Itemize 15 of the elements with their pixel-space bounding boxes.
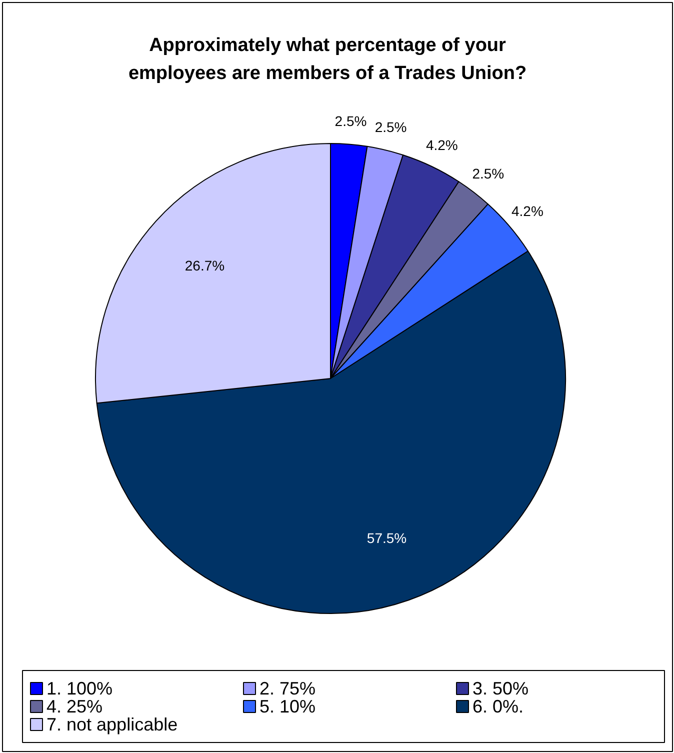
data-label: 2.5%: [472, 166, 504, 182]
legend-label: 1. 100%: [46, 678, 113, 698]
legend-label: 6. 0%.: [472, 696, 524, 716]
data-label: 2.5%: [334, 112, 367, 129]
legend-label: 3. 50%: [472, 678, 529, 698]
legend-label: 7. not applicable: [46, 714, 178, 734]
data-label: 4.2%: [426, 137, 458, 154]
data-label: 2.5%: [374, 119, 407, 136]
data-label: 4.2%: [511, 203, 544, 220]
legend-label: 5. 10%: [260, 696, 316, 716]
chart-title: Approximately what percentage of your employees are members of a Trades Union?: [128, 35, 527, 84]
legend-label: 2. 75%: [260, 678, 316, 698]
legend-label: 4. 25%: [46, 696, 103, 716]
data-label: 26.7%: [184, 257, 225, 274]
data-label: 57.5%: [366, 530, 407, 546]
